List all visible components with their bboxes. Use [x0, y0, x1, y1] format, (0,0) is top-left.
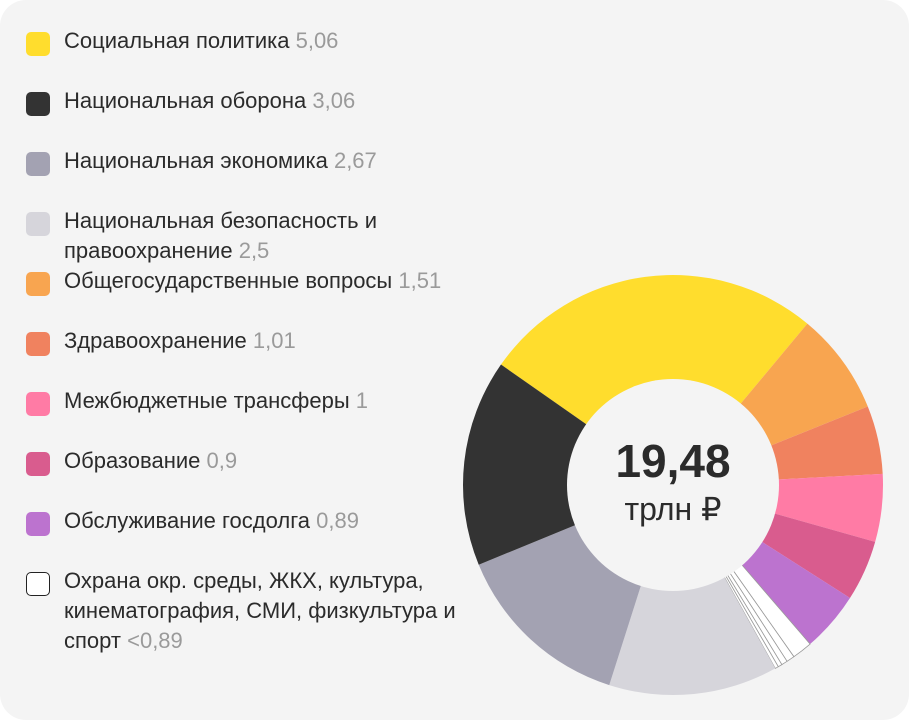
legend-text: Национальная безопасность и правоохранен… [64, 206, 496, 266]
legend-text: Социальная политика 5,06 [64, 26, 338, 56]
total-unit: трлн ₽ [625, 491, 722, 527]
legend-label: Социальная политика [64, 28, 290, 53]
legend-text: Национальная оборона 3,06 [64, 86, 355, 116]
legend-label: Общегосударственные вопросы [64, 268, 393, 293]
donut-slice [774, 473, 883, 542]
donut-slice [609, 576, 776, 695]
legend-label: Межбюджетные трансферы [64, 388, 350, 413]
legend-item: Национальная оборона 3,06 [26, 86, 496, 146]
legend-label: Национальная оборона [64, 88, 307, 113]
legend-text: Национальная экономика 2,67 [64, 146, 377, 176]
legend-value: 0,9 [206, 448, 238, 473]
legend-label: Обслуживание госдолга [64, 508, 310, 533]
legend-item: Обслуживание госдолга 0,89 [26, 506, 496, 566]
legend-value: 3,06 [312, 88, 356, 113]
donut-slice [463, 364, 587, 565]
legend-item: Национальная экономика 2,67 [26, 146, 496, 206]
legend-swatch [26, 572, 50, 596]
legend-value: 2,5 [238, 238, 270, 263]
legend-item: Охрана окр. среды, ЖКХ, культура, кинема… [26, 566, 496, 656]
total-value: 19,48 [615, 435, 730, 487]
legend-swatch [26, 32, 50, 56]
legend-item: Социальная политика 5,06 [26, 26, 496, 86]
legend-text: Охрана окр. среды, ЖКХ, культура, кинема… [64, 566, 464, 656]
donut-hole [567, 379, 779, 591]
donut-chart: 19,48 трлн ₽ [463, 274, 883, 695]
legend-item: Образование 0,9 [26, 446, 496, 506]
donut-slices [463, 274, 883, 695]
legend-text: Обслуживание госдолга 0,89 [64, 506, 359, 536]
donut-slice [770, 406, 883, 480]
legend-label: Национальная безопасность и правоохранен… [64, 208, 377, 263]
legend-label: Национальная экономика [64, 148, 328, 173]
legend-swatch [26, 272, 50, 296]
legend-value: 2,67 [333, 148, 377, 173]
donut-slice [761, 513, 876, 599]
donut-slice [741, 541, 850, 645]
legend-text: Межбюджетные трансферы 1 [64, 386, 368, 416]
donut-slice [740, 323, 868, 446]
legend-item: Здравоохранение 1,01 [26, 326, 496, 386]
legend-swatch [26, 92, 50, 116]
legend-item: Межбюджетные трансферы 1 [26, 386, 496, 446]
legend-value: 5,06 [295, 28, 339, 53]
legend-text: Общегосударственные вопросы 1,51 [64, 266, 441, 296]
legend-text: Здравоохранение 1,01 [64, 326, 296, 356]
legend-label: Здравоохранение [64, 328, 247, 353]
legend-value: 1 [355, 388, 369, 413]
legend-swatch [26, 392, 50, 416]
donut-slice [500, 274, 808, 425]
legend-swatch [26, 212, 50, 236]
legend-swatch [26, 332, 50, 356]
legend-text: Образование 0,9 [64, 446, 237, 476]
legend-item: Национальная безопасность и правоохранен… [26, 206, 496, 266]
legend-value: <0,89 [127, 628, 183, 653]
legend-value: 0,89 [316, 508, 359, 533]
legend-label: Охрана окр. среды, ЖКХ, культура, кинема… [64, 568, 456, 653]
legend-swatch [26, 152, 50, 176]
chart-legend: Социальная политика 5,06 Национальная об… [26, 26, 496, 656]
legend-value: 1,51 [398, 268, 442, 293]
legend-swatch [26, 452, 50, 476]
donut-slice [478, 524, 642, 686]
legend-value: 1,01 [252, 328, 296, 353]
legend-label: Образование [64, 448, 201, 473]
legend-swatch [26, 512, 50, 536]
legend-item: Общегосударственные вопросы 1,51 [26, 266, 496, 326]
